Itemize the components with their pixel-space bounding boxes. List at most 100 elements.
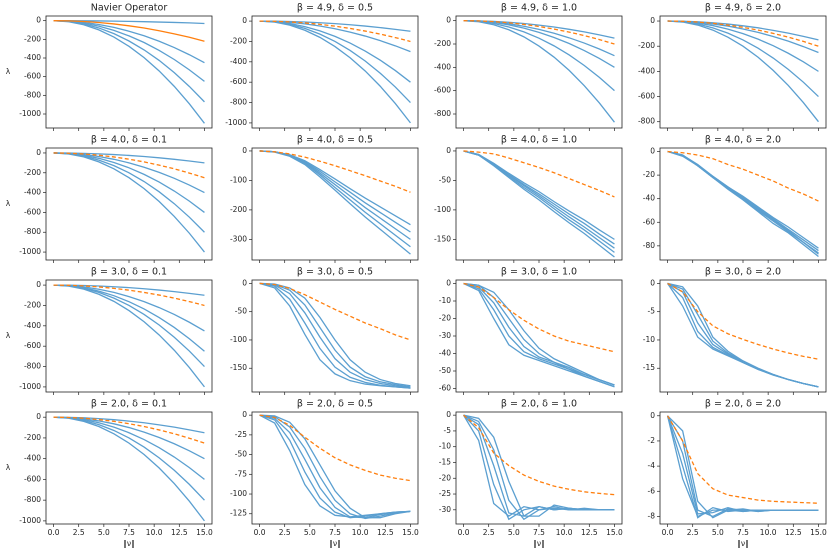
y-tick-label: -400 bbox=[638, 66, 655, 75]
y-tick-label: 0 bbox=[446, 279, 451, 288]
x-tick-label: 2.5 bbox=[73, 528, 85, 537]
subplot-title: β = 2.0, δ = 2.0 bbox=[705, 399, 781, 410]
series-line bbox=[667, 282, 819, 388]
y-tick-label: -200 bbox=[24, 433, 41, 442]
y-axis-label: λ bbox=[6, 67, 11, 76]
axes-frame bbox=[45, 279, 213, 393]
series-line bbox=[53, 152, 205, 253]
y-tick-label: -8 bbox=[648, 511, 656, 520]
axes-frame bbox=[659, 147, 827, 261]
x-tick-label: 7.5 bbox=[329, 528, 341, 537]
axes-frame bbox=[251, 147, 419, 261]
y-tick-label: -4 bbox=[648, 461, 656, 470]
series-line bbox=[53, 20, 205, 124]
y-tick-label: 0 bbox=[446, 146, 451, 155]
series-line bbox=[667, 283, 819, 388]
subplot-title: β = 2.0, δ = 0.5 bbox=[297, 399, 373, 410]
series-line bbox=[259, 150, 411, 240]
y-tick-label: -800 bbox=[24, 362, 41, 371]
y-tick-label: -300 bbox=[230, 234, 247, 243]
series-line bbox=[667, 282, 819, 388]
y-tick-label: -50 bbox=[235, 450, 247, 459]
series-line bbox=[463, 150, 615, 198]
series-line bbox=[667, 282, 819, 388]
y-tick-label: -30 bbox=[439, 505, 451, 514]
y-tick-label: -800 bbox=[24, 90, 41, 99]
y-tick-label: -400 bbox=[230, 57, 247, 66]
subplot-title: β = 4.9, δ = 1.0 bbox=[501, 3, 577, 14]
series-line bbox=[53, 152, 205, 213]
series-line bbox=[667, 20, 819, 72]
series-line bbox=[259, 282, 411, 387]
series-line bbox=[667, 20, 819, 98]
y-tick-label: -50 bbox=[439, 366, 451, 375]
x-tick-label: 12.5 bbox=[171, 528, 188, 537]
y-tick-label: 0 bbox=[650, 147, 655, 156]
subplot-title: β = 3.0, δ = 1.0 bbox=[501, 267, 577, 278]
x-axis-label: ‖ν‖ bbox=[329, 539, 341, 548]
y-tick-label: -80 bbox=[643, 241, 655, 250]
series-line bbox=[259, 414, 411, 519]
y-tick-label: -800 bbox=[24, 495, 41, 504]
y-tick-label: -25 bbox=[235, 430, 247, 439]
series-line bbox=[53, 152, 205, 179]
y-tick-label: -800 bbox=[230, 98, 247, 107]
y-tick-label: -25 bbox=[439, 489, 451, 498]
x-tick-label: 2.5 bbox=[687, 528, 699, 537]
x-tick-label: 15.0 bbox=[606, 528, 623, 537]
series-line bbox=[259, 150, 411, 193]
series-line bbox=[463, 414, 615, 517]
y-tick-label: -1000 bbox=[19, 516, 41, 525]
series-line bbox=[53, 416, 205, 444]
series-line bbox=[53, 284, 205, 388]
y-tick-label: -400 bbox=[24, 188, 41, 197]
subplot-title: β = 2.0, δ = 0.1 bbox=[91, 399, 167, 410]
axes-frame bbox=[455, 147, 623, 261]
y-tick-label: -1000 bbox=[19, 382, 41, 391]
series-line bbox=[53, 152, 205, 233]
series-line bbox=[259, 282, 411, 389]
y-tick-label: -30 bbox=[439, 331, 451, 340]
series-line bbox=[463, 414, 615, 517]
series-line bbox=[53, 416, 205, 522]
y-tick-label: -20 bbox=[439, 473, 451, 482]
y-tick-label: 0 bbox=[650, 16, 655, 25]
x-tick-label: 5.0 bbox=[508, 528, 520, 537]
subplot-title: β = 4.0, δ = 0.5 bbox=[297, 135, 373, 146]
series-line bbox=[259, 20, 411, 124]
subplot-title: β = 4.9, δ = 0.5 bbox=[297, 3, 373, 14]
y-tick-label: -5 bbox=[648, 307, 656, 316]
y-tick-label: 0 bbox=[36, 148, 41, 157]
y-tick-label: -60 bbox=[643, 217, 655, 226]
y-tick-label: 0 bbox=[650, 278, 655, 287]
x-tick-label: 0.0 bbox=[254, 528, 266, 537]
y-axis-label: λ bbox=[6, 199, 11, 208]
y-tick-label: -5 bbox=[444, 426, 452, 435]
y-tick-label: -6 bbox=[648, 486, 656, 495]
series-line bbox=[667, 20, 819, 123]
series-line bbox=[463, 282, 615, 386]
series-line bbox=[463, 20, 615, 123]
y-tick-label: -150 bbox=[230, 363, 247, 372]
series-line bbox=[666, 415, 819, 504]
series-line bbox=[259, 414, 411, 519]
series-line bbox=[259, 20, 411, 43]
x-tick-label: 10.0 bbox=[760, 528, 777, 537]
y-tick-label: 0 bbox=[650, 411, 655, 420]
y-tick-label: -15 bbox=[643, 363, 655, 372]
series-line bbox=[463, 150, 615, 258]
y-tick-label: -200 bbox=[24, 34, 41, 43]
y-tick-label: -40 bbox=[439, 349, 451, 358]
axes-frame bbox=[45, 147, 213, 261]
series-line bbox=[53, 416, 205, 480]
y-tick-label: 0 bbox=[446, 16, 451, 25]
y-tick-label: -10 bbox=[439, 296, 451, 305]
x-tick-label: 12.5 bbox=[785, 528, 802, 537]
y-tick-label: -20 bbox=[439, 314, 451, 323]
series-line bbox=[259, 150, 411, 255]
series-line bbox=[667, 20, 819, 47]
series-line bbox=[463, 150, 615, 253]
y-tick-label: -15 bbox=[439, 457, 451, 466]
series-line bbox=[463, 20, 615, 68]
y-tick-label: 0 bbox=[242, 278, 247, 287]
